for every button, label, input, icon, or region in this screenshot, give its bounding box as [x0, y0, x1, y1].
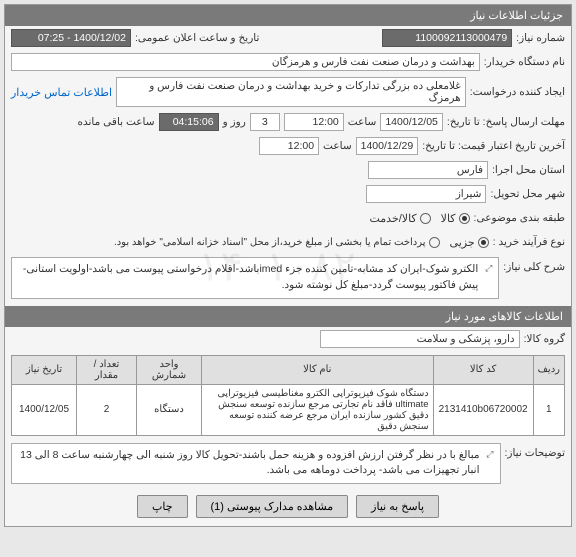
- radio-dot-icon: [420, 213, 431, 224]
- expand-icon[interactable]: ⤢: [478, 262, 492, 294]
- expand-icon[interactable]: ⤢: [480, 448, 494, 480]
- remaining-label: ساعت باقی مانده: [78, 116, 155, 128]
- explanations-label: توضیحات نیاز:: [505, 443, 566, 459]
- goods-group-value: دارو، پزشکی و سلامت: [320, 330, 520, 348]
- radio-kala-label: کالا: [441, 212, 456, 225]
- hour-label-2: ساعت: [323, 140, 352, 152]
- validity-date: 1400/12/29: [356, 137, 419, 155]
- need-no-value: 1100092113000479: [382, 29, 512, 47]
- contact-link[interactable]: اطلاعات تماس خریدار: [11, 86, 112, 99]
- device-name-value: بهداشت و درمان صنعت نفت فارس و هرمزگان: [11, 53, 480, 71]
- deadline-label: مهلت ارسال پاسخ: تا تاریخ:: [447, 116, 565, 128]
- radio-treasury-label: پرداخت تمام یا بخشی از مبلغ خرید،از محل …: [114, 237, 426, 248]
- process-label: نوع فرآیند خرید :: [493, 236, 565, 248]
- days-value: 3: [250, 113, 280, 131]
- td-code: 2131410b06720002: [433, 384, 533, 435]
- radio-kala-service[interactable]: کالا/خدمت: [369, 212, 430, 225]
- radio-dot-icon: [478, 237, 489, 248]
- countdown: 04:15:06: [159, 113, 219, 131]
- process-radios: جزیی پرداخت تمام یا بخشی از مبلغ خرید،از…: [114, 236, 489, 249]
- need-no-label: شماره نیاز:: [516, 32, 565, 44]
- category-label: طبقه بندی موضوعی:: [474, 212, 565, 224]
- button-bar: پاسخ به نیاز مشاهده مدارک پیوستی (1) چاپ: [5, 487, 571, 526]
- th-qty: تعداد / مقدار: [77, 355, 137, 384]
- panel-title: جزئیات اطلاعات نیاز: [5, 5, 571, 26]
- deadline-date: 1400/12/05: [380, 113, 443, 131]
- print-button[interactable]: چاپ: [137, 495, 188, 518]
- public-announce-label: تاریخ و ساعت اعلان عمومی:: [135, 32, 259, 44]
- validity-label: آخرین تاریخ اعتبار قیمت: تا تاریخ:: [422, 140, 565, 152]
- explanations-text: مبالغ با در نظر گرفتن ارزش افزوده و هزین…: [18, 448, 480, 480]
- th-row: ردیف: [533, 355, 564, 384]
- need-desc-text: الکترو شوک-ایران کد مشابه-تامین کننده جز…: [18, 262, 478, 294]
- request-creator-value: غلامعلی ده بزرگی تدارکات و خرید بهداشت و…: [116, 77, 466, 107]
- td-unit: دستگاه: [137, 384, 202, 435]
- public-announce-value: 1400/12/02 - 07:25: [11, 29, 131, 47]
- city-label: شهر محل تحویل:: [490, 188, 565, 200]
- th-name: نام کالا: [202, 355, 434, 384]
- radio-treasury[interactable]: پرداخت تمام یا بخشی از مبلغ خرید،از محل …: [114, 237, 440, 248]
- goods-group-label: گروه کالا:: [524, 333, 565, 345]
- request-creator-label: ایجاد کننده درخواست:: [470, 86, 565, 98]
- table-row: 1 2131410b06720002 دستگاه شوک فیزیوتراپی…: [12, 384, 565, 435]
- device-name-label: نام دستگاه خریدار:: [484, 56, 565, 68]
- province-label: استان محل اجرا:: [492, 164, 565, 176]
- th-code: کد کالا: [433, 355, 533, 384]
- td-name: دستگاه شوک فیزیوتراپی الکترو مغناطیسی فی…: [202, 384, 434, 435]
- radio-jozi[interactable]: جزیی: [450, 236, 489, 249]
- radio-kala[interactable]: کالا: [441, 212, 470, 225]
- goods-table: ردیف کد کالا نام کالا واحد شمارش تعداد /…: [11, 355, 565, 436]
- deadline-hour: 12:00: [284, 113, 344, 131]
- attachments-button[interactable]: مشاهده مدارک پیوستی (1): [196, 495, 349, 518]
- td-row: 1: [533, 384, 564, 435]
- th-date: تاریخ نیاز: [12, 355, 77, 384]
- city-value: شیراز: [366, 185, 486, 203]
- radio-dot-icon: [429, 237, 440, 248]
- answer-button[interactable]: پاسخ به نیاز: [356, 495, 439, 518]
- hour-label-1: ساعت: [348, 116, 377, 128]
- day-and-label: روز و: [223, 116, 246, 128]
- radio-dot-icon: [459, 213, 470, 224]
- category-radios: کالا کالا/خدمت: [369, 212, 469, 225]
- th-unit: واحد شمارش: [137, 355, 202, 384]
- radio-kala-service-label: کالا/خدمت: [369, 212, 416, 225]
- need-desc-label: شرح کلی نیاز:: [503, 257, 565, 273]
- td-qty: 2: [77, 384, 137, 435]
- province-value: فارس: [368, 161, 488, 179]
- details-panel: جزئیات اطلاعات نیاز شماره نیاز: 11000921…: [4, 4, 572, 527]
- radio-jozi-label: جزیی: [450, 236, 475, 249]
- goods-section-title: اطلاعات کالاهای مورد نیاز: [5, 306, 571, 327]
- td-date: 1400/12/05: [12, 384, 77, 435]
- validity-hour: 12:00: [259, 137, 319, 155]
